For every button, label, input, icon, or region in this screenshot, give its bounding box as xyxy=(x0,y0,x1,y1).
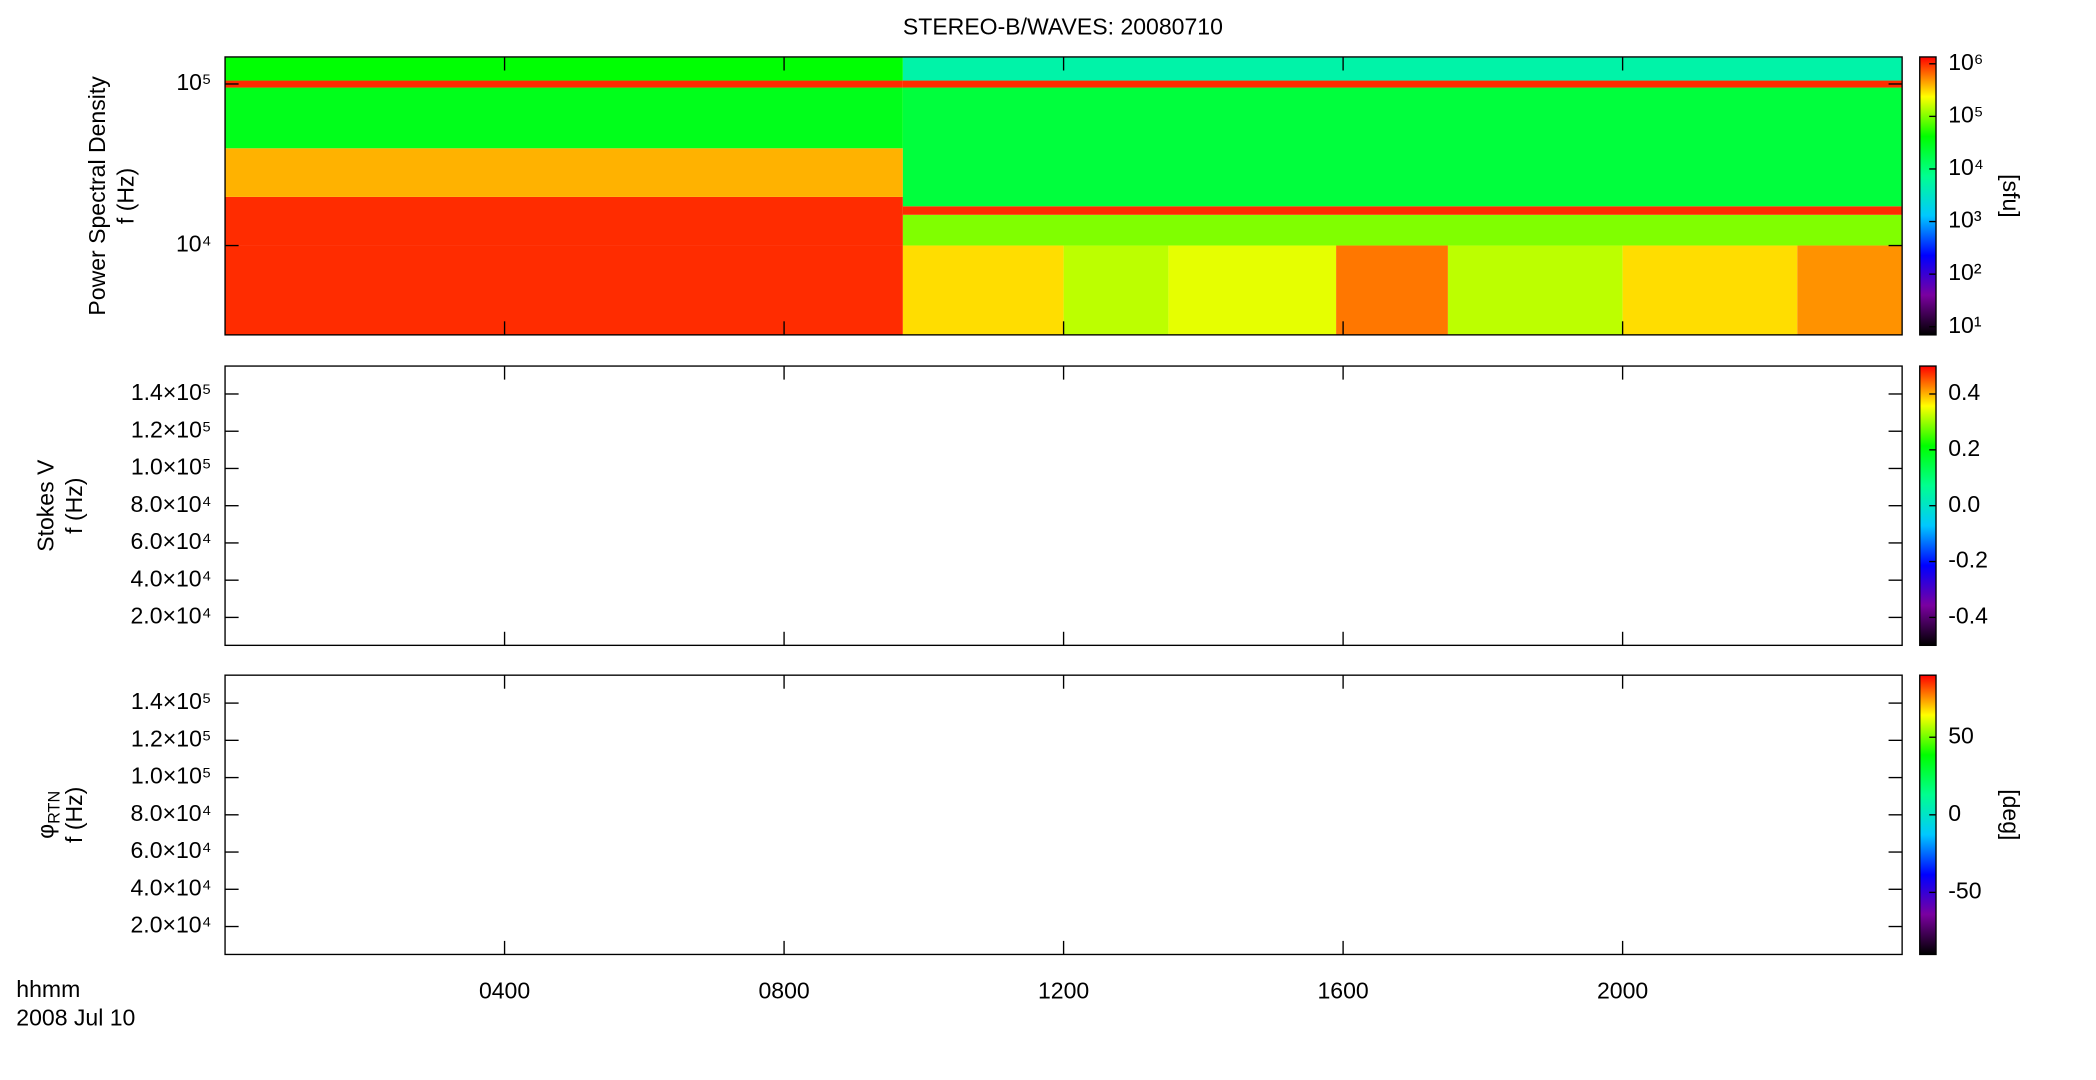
y-axis-label-subscript: RTN xyxy=(46,791,64,824)
colorbar-tick-label: 50 xyxy=(1948,722,1974,748)
spectrogram-cell xyxy=(902,56,1903,81)
colorbar-tick-label: 10¹ xyxy=(1948,312,1982,338)
colorbar xyxy=(1919,56,1937,336)
colorbar-label: [sfu] xyxy=(1998,174,2024,218)
spectrogram-cell xyxy=(1063,245,1169,335)
spectrogram-cell xyxy=(1447,245,1623,335)
x-axis-label: hhmm xyxy=(16,976,80,1002)
colorbar-tick-label: 10² xyxy=(1948,259,1982,285)
spectrogram-cell xyxy=(902,80,1903,88)
x-tick-label: 0400 xyxy=(479,978,530,1004)
spectrogram-cell xyxy=(225,56,903,81)
colorbar-tick-label: -50 xyxy=(1948,877,1981,903)
colorbar-tick-label: 0.4 xyxy=(1948,379,1980,405)
y-axis-label: φRTN xyxy=(33,791,64,839)
spectrogram-cell xyxy=(225,80,903,88)
colorbar-tick-label: 0 xyxy=(1948,800,1961,826)
colorbar-tick-label: 10⁶ xyxy=(1948,49,1983,75)
colorbar-tick-label: -0.2 xyxy=(1948,547,1988,573)
spectrogram-cell xyxy=(902,245,1064,335)
x-tick-label: 2000 xyxy=(1597,978,1648,1004)
colorbar-tick-label: 10⁴ xyxy=(1948,154,1984,180)
date-label: 2008 Jul 10 xyxy=(16,1005,135,1031)
y-axis-label: Stokes V xyxy=(33,459,59,552)
y-tick-label: 6.0×10⁴ xyxy=(131,528,212,554)
y-axis-label-symbol: φ xyxy=(33,824,59,839)
spectrogram-cell xyxy=(1797,245,1903,335)
y-tick-label: 8.0×10⁴ xyxy=(131,800,212,826)
spectrogram-cell xyxy=(1622,245,1798,335)
y-tick-label: 4.0×10⁴ xyxy=(131,874,212,900)
y-tick-label: 10⁴ xyxy=(176,231,212,257)
y-tick-label: 1.2×10⁵ xyxy=(131,416,212,442)
y-tick-label: 4.0×10⁴ xyxy=(131,565,212,591)
spectrogram-cell xyxy=(225,87,903,149)
colorbar-label: [deg] xyxy=(1998,789,2024,840)
colorbar-tick-label: 0.0 xyxy=(1948,491,1980,517)
colorbar-tick-label: 10⁵ xyxy=(1948,101,1983,127)
colorbar-tick-label: 0.2 xyxy=(1948,435,1980,461)
y-tick-label: 1.2×10⁵ xyxy=(131,725,212,751)
x-tick-label: 0800 xyxy=(758,978,809,1004)
y-tick-label: 6.0×10⁴ xyxy=(131,837,212,863)
spectrogram-cell xyxy=(1168,245,1337,335)
spectrogram-cell xyxy=(225,148,903,197)
y-tick-label: 8.0×10⁴ xyxy=(131,491,212,517)
y-tick-label: 1.0×10⁵ xyxy=(131,763,212,789)
chart-title: STEREO-B/WAVES: 20080710 xyxy=(903,14,1223,40)
spectrogram-cell xyxy=(902,206,1903,215)
spectrogram-cell xyxy=(902,214,1903,246)
spectrogram-cell xyxy=(225,196,903,246)
y-axis-unit: f (Hz) xyxy=(113,168,139,224)
spectrogram-cell xyxy=(225,245,903,335)
x-tick-label: 1600 xyxy=(1317,978,1368,1004)
y-axis-unit: f (Hz) xyxy=(61,478,87,534)
y-tick-label: 2.0×10⁴ xyxy=(131,603,212,629)
y-axis-unit: f (Hz) xyxy=(61,787,87,843)
spectrogram-cell xyxy=(1336,245,1448,335)
x-tick-label: 1200 xyxy=(1038,978,1089,1004)
y-axis-label: Power Spectral Density xyxy=(84,76,110,316)
spectrogram-cell xyxy=(902,87,1903,207)
y-tick-label: 10⁵ xyxy=(176,69,211,95)
y-tick-label: 1.0×10⁵ xyxy=(131,454,212,480)
colorbar-tick-label: -0.4 xyxy=(1948,603,1988,629)
y-tick-label: 2.0×10⁴ xyxy=(131,912,212,938)
y-tick-label: 1.4×10⁵ xyxy=(131,688,212,714)
plot-frame xyxy=(224,674,1903,956)
plot-frame xyxy=(224,365,1903,647)
y-tick-label: 1.4×10⁵ xyxy=(131,379,212,405)
colorbar-tick-label: 10³ xyxy=(1948,207,1982,233)
